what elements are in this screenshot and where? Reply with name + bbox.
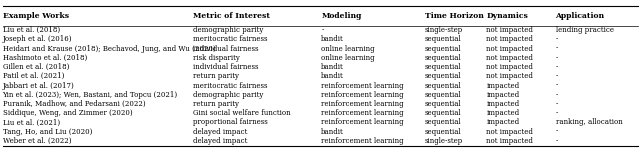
Text: bandit: bandit	[321, 35, 344, 43]
Text: reinforcement learning: reinforcement learning	[321, 118, 404, 126]
Text: Yin et al. (2023); Wen, Bastani, and Topcu (2021): Yin et al. (2023); Wen, Bastani, and Top…	[3, 91, 178, 99]
Text: sequential: sequential	[425, 118, 461, 126]
Text: single-step: single-step	[425, 137, 463, 145]
Text: single-step: single-step	[425, 26, 463, 34]
Text: return parity: return parity	[193, 100, 239, 108]
Text: not impacted: not impacted	[486, 45, 533, 53]
Text: -: -	[556, 109, 558, 117]
Text: -: -	[556, 81, 558, 90]
Text: -: -	[556, 54, 558, 62]
Text: -: -	[556, 137, 558, 145]
Text: lending practice: lending practice	[556, 26, 614, 34]
Text: individual fairness: individual fairness	[193, 45, 259, 53]
Text: Application: Application	[556, 12, 605, 20]
Text: sequential: sequential	[425, 72, 461, 80]
Text: Gini social welfare function: Gini social welfare function	[193, 109, 291, 117]
Text: Jabbari et al. (2017): Jabbari et al. (2017)	[3, 81, 74, 90]
Text: not impacted: not impacted	[486, 137, 533, 145]
Text: delayed impact: delayed impact	[193, 128, 248, 136]
Text: sequential: sequential	[425, 45, 461, 53]
Text: Time Horizon: Time Horizon	[425, 12, 484, 20]
Text: individual fairness: individual fairness	[193, 63, 259, 71]
Text: Modeling: Modeling	[321, 12, 362, 20]
Text: reinforcement learning: reinforcement learning	[321, 137, 404, 145]
Text: sequential: sequential	[425, 63, 461, 71]
Text: reinforcement learning: reinforcement learning	[321, 91, 404, 99]
Text: impacted: impacted	[486, 100, 520, 108]
Text: online learning: online learning	[321, 45, 375, 53]
Text: sequential: sequential	[425, 54, 461, 62]
Text: Dynamics: Dynamics	[486, 12, 528, 20]
Text: -: -	[556, 35, 558, 43]
Text: Example Works: Example Works	[3, 12, 68, 20]
Text: risk disparity: risk disparity	[193, 54, 240, 62]
Text: Metric of Interest: Metric of Interest	[193, 12, 270, 20]
Text: Puranik, Madhow, and Pedarsani (2022): Puranik, Madhow, and Pedarsani (2022)	[3, 100, 145, 108]
Text: Gillen et al. (2018): Gillen et al. (2018)	[3, 63, 69, 71]
Text: -: -	[556, 128, 558, 136]
Text: proportional fairness: proportional fairness	[193, 118, 268, 126]
Text: not impacted: not impacted	[486, 54, 533, 62]
Text: not impacted: not impacted	[486, 63, 533, 71]
Text: impacted: impacted	[486, 118, 520, 126]
Text: reinforcement learning: reinforcement learning	[321, 81, 404, 90]
Text: Liu et al. (2021): Liu et al. (2021)	[3, 118, 60, 126]
Text: ranking, allocation: ranking, allocation	[556, 118, 622, 126]
Text: Siddique, Weng, and Zimmer (2020): Siddique, Weng, and Zimmer (2020)	[3, 109, 132, 117]
Text: Weber et al. (2022): Weber et al. (2022)	[3, 137, 71, 145]
Text: meritocratic fairness: meritocratic fairness	[193, 81, 268, 90]
Text: -: -	[321, 26, 324, 34]
Text: demographic parity: demographic parity	[193, 91, 264, 99]
Text: reinforcement learning: reinforcement learning	[321, 100, 404, 108]
Text: online learning: online learning	[321, 54, 375, 62]
Text: Liu et al. (2018): Liu et al. (2018)	[3, 26, 60, 34]
Text: Joseph et al. (2016): Joseph et al. (2016)	[3, 35, 72, 43]
Text: impacted: impacted	[486, 91, 520, 99]
Text: -: -	[556, 100, 558, 108]
Text: -: -	[556, 72, 558, 80]
Text: -: -	[556, 63, 558, 71]
Text: sequential: sequential	[425, 91, 461, 99]
Text: return parity: return parity	[193, 72, 239, 80]
Text: bandit: bandit	[321, 72, 344, 80]
Text: sequential: sequential	[425, 35, 461, 43]
Text: demographic parity: demographic parity	[193, 26, 264, 34]
Text: Hashimoto et al. (2018): Hashimoto et al. (2018)	[3, 54, 87, 62]
Text: bandit: bandit	[321, 128, 344, 136]
Text: sequential: sequential	[425, 81, 461, 90]
Text: sequential: sequential	[425, 128, 461, 136]
Text: delayed impact: delayed impact	[193, 137, 248, 145]
Text: bandit: bandit	[321, 63, 344, 71]
Text: impacted: impacted	[486, 109, 520, 117]
Text: not impacted: not impacted	[486, 128, 533, 136]
Text: -: -	[556, 91, 558, 99]
Text: sequential: sequential	[425, 109, 461, 117]
Text: meritocratic fairness: meritocratic fairness	[193, 35, 268, 43]
Text: not impacted: not impacted	[486, 35, 533, 43]
Text: Heidari and Krause (2018); Bechavod, Jung, and Wu (2020): Heidari and Krause (2018); Bechavod, Jun…	[3, 45, 215, 53]
Text: Tang, Ho, and Liu (2020): Tang, Ho, and Liu (2020)	[3, 128, 92, 136]
Text: not impacted: not impacted	[486, 26, 533, 34]
Text: sequential: sequential	[425, 100, 461, 108]
Text: not impacted: not impacted	[486, 72, 533, 80]
Text: reinforcement learning: reinforcement learning	[321, 109, 404, 117]
Text: impacted: impacted	[486, 81, 520, 90]
Text: -: -	[556, 45, 558, 53]
Text: Patil et al. (2021): Patil et al. (2021)	[3, 72, 64, 80]
